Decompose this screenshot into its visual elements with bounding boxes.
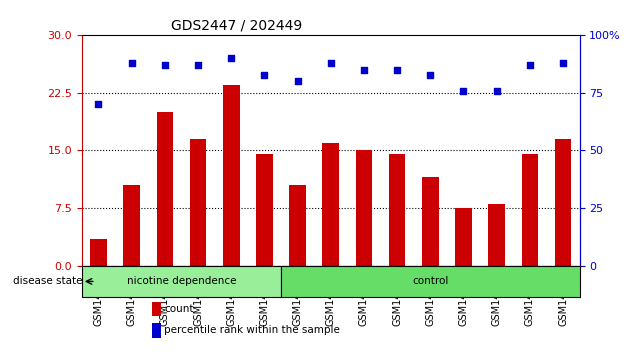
Bar xyxy=(355,150,372,266)
Text: count: count xyxy=(164,304,193,314)
Bar xyxy=(289,185,306,266)
Point xyxy=(193,62,203,68)
Bar xyxy=(488,204,505,266)
Bar xyxy=(152,323,161,338)
Point xyxy=(93,102,103,107)
Text: control: control xyxy=(412,276,449,286)
Point xyxy=(425,72,435,78)
Bar xyxy=(323,143,339,266)
Bar xyxy=(555,139,571,266)
Bar xyxy=(455,208,472,266)
Point xyxy=(525,62,535,68)
Text: GDS2447 / 202449: GDS2447 / 202449 xyxy=(171,19,303,33)
Point xyxy=(127,60,137,66)
Bar xyxy=(156,112,173,266)
Bar xyxy=(123,185,140,266)
Point xyxy=(160,62,170,68)
Bar xyxy=(190,139,207,266)
Point xyxy=(226,56,236,61)
Point xyxy=(260,72,270,78)
Text: nicotine dependence: nicotine dependence xyxy=(127,276,236,286)
Point xyxy=(359,67,369,73)
Bar xyxy=(90,239,107,266)
Point xyxy=(558,60,568,66)
Point xyxy=(392,67,402,73)
Text: disease state: disease state xyxy=(13,276,83,286)
Point xyxy=(491,88,501,93)
Point xyxy=(292,79,302,84)
Text: percentile rank within the sample: percentile rank within the sample xyxy=(164,325,340,336)
Bar xyxy=(256,154,273,266)
Point xyxy=(459,88,469,93)
Point xyxy=(326,60,336,66)
Bar xyxy=(281,266,580,297)
Bar xyxy=(522,154,538,266)
Bar xyxy=(422,177,438,266)
Bar xyxy=(223,85,239,266)
Bar xyxy=(152,302,161,316)
Bar xyxy=(82,266,281,297)
Bar xyxy=(389,154,406,266)
